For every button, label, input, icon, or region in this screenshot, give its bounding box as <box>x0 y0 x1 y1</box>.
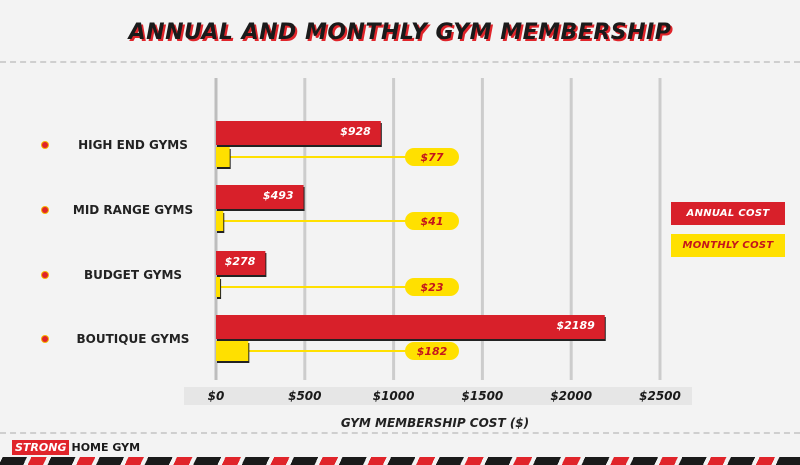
annual-bar <box>216 121 381 145</box>
category-label-budget: BUDGET GYMS <box>83 268 183 282</box>
x-tick-label: $1000 <box>373 389 415 403</box>
annual-value-label: $278 <box>225 255 256 268</box>
top-divider <box>0 61 800 63</box>
x-tick-label: $1500 <box>462 389 504 403</box>
bullet-icon <box>42 142 48 148</box>
monthly-value-label: $182 <box>417 345 448 358</box>
annual-bar <box>216 251 266 275</box>
monthly-bar <box>216 277 221 297</box>
annual-value-label: $928 <box>340 125 371 138</box>
category-label-high-end: HIGH END GYMS <box>78 138 188 152</box>
monthly-bar <box>216 341 249 361</box>
monthly-label-pill <box>405 278 459 296</box>
annual-bar <box>216 185 304 209</box>
category-label-boutique: BOUTIQUE GYMS <box>76 332 190 346</box>
x-tick-label: $0 <box>208 389 225 403</box>
brand-strong: STRONG <box>12 440 70 455</box>
annual-value-label: $493 <box>263 189 294 202</box>
monthly-bar <box>216 147 230 167</box>
monthly-value-label: $77 <box>421 151 444 164</box>
bullet-icon <box>42 207 48 213</box>
monthly-label-pill <box>405 212 459 230</box>
x-axis-title: GYM MEMBERSHIP COST ($) <box>340 416 530 430</box>
decorative-stripes <box>0 457 800 465</box>
brand-home-gym: HOME GYM <box>71 441 141 454</box>
annual-bar <box>216 315 605 339</box>
chart-title: ANNUAL AND MONTHLY GYM MEMBERSHIP <box>128 20 672 45</box>
legend-annual-cost: ANNUAL COST <box>671 202 785 225</box>
monthly-value-label: $41 <box>421 215 444 228</box>
brand-logo: STRONG HOME GYM <box>12 440 140 456</box>
bottom-divider <box>0 432 800 434</box>
monthly-label-pill <box>405 342 459 360</box>
x-tick-label: $2000 <box>550 389 592 403</box>
tick-label-band <box>184 387 692 405</box>
legend-monthly-cost: MONTHLY COST <box>671 234 785 257</box>
x-tick-label: $500 <box>288 389 321 403</box>
bullet-icon <box>42 336 48 342</box>
monthly-value-label: $23 <box>421 281 444 294</box>
bullet-icon <box>42 272 48 278</box>
monthly-bar <box>216 211 224 231</box>
monthly-label-pill <box>405 148 459 166</box>
annual-value-label: $2189 <box>556 319 595 332</box>
category-label-mid-range: MID RANGE GYMS <box>72 203 194 217</box>
x-tick-label: $2500 <box>639 389 681 403</box>
